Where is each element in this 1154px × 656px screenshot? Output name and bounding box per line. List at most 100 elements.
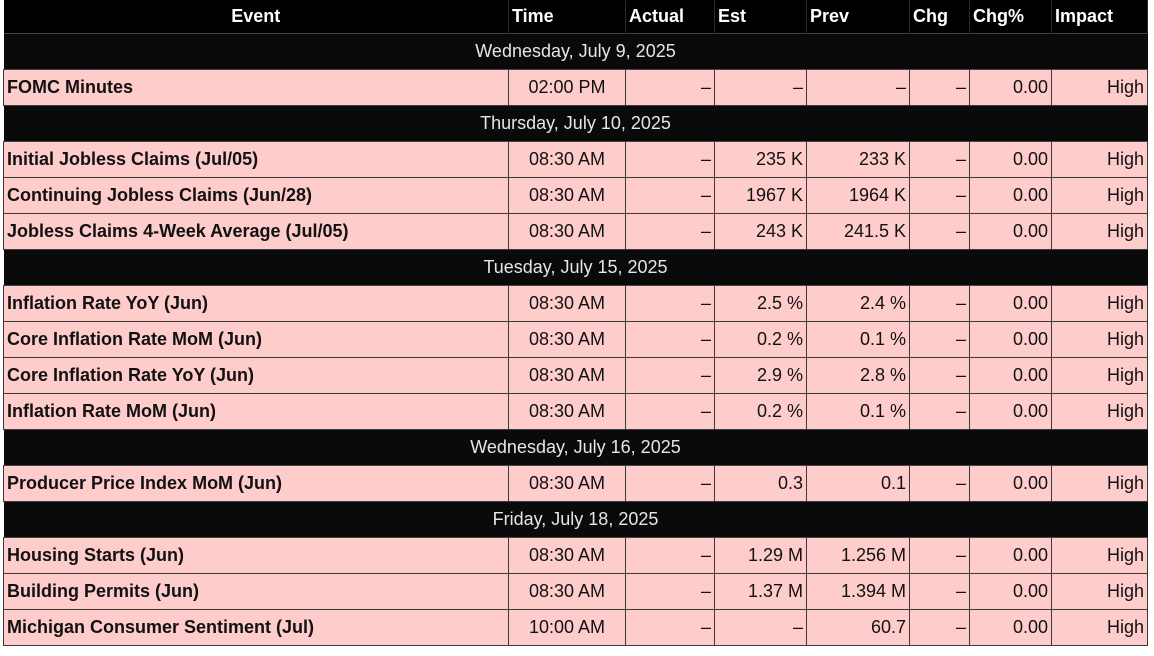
date-group-row: Wednesday, July 16, 2025 [3,429,1148,466]
event-name-cell[interactable]: Building Permits (Jun) [3,573,509,610]
est-cell: 2.5 % [714,285,807,322]
prev-cell: 0.1 % [806,393,910,430]
prev-cell: 233 K [806,141,910,178]
date-group-row: Tuesday, July 15, 2025 [3,249,1148,286]
chg-pct-cell: 0.00 [969,141,1052,178]
prev-cell: 1964 K [806,177,910,214]
event-name-cell[interactable]: Jobless Claims 4-Week Average (Jul/05) [3,213,509,250]
date-group-row: Thursday, July 10, 2025 [3,105,1148,142]
time-cell: 08:30 AM [508,177,626,214]
prev-cell: 2.4 % [806,285,910,322]
chg-cell: – [909,177,970,214]
impact-cell: High [1051,321,1148,358]
est-cell: 243 K [714,213,807,250]
event-name-cell[interactable]: FOMC Minutes [3,69,509,106]
time-cell: 08:30 AM [508,465,626,502]
table-row[interactable]: Housing Starts (Jun) 08:30 AM –1.29 M 1.256… [3,537,1148,574]
table-row[interactable]: FOMC Minutes 02:00 PM – – – –0.00 High [3,69,1148,106]
impact-cell: High [1051,537,1148,574]
prev-cell: 2.8 % [806,357,910,394]
event-name-cell[interactable]: Core Inflation Rate MoM (Jun) [3,321,509,358]
impact-cell: High [1051,213,1148,250]
actual-cell: – [625,357,715,394]
chg-pct-cell: 0.00 [969,321,1052,358]
header-row: Event Time Actual Est Prev Chg Chg% Impa… [3,0,1148,34]
table-row[interactable]: Core Inflation Rate YoY (Jun) 08:30 AM –2.… [3,357,1148,394]
chg-cell: – [909,537,970,574]
impact-cell: High [1051,69,1148,106]
actual-cell: – [625,321,715,358]
chg-pct-cell: 0.00 [969,465,1052,502]
impact-cell: High [1051,285,1148,322]
time-cell: 02:00 PM [508,69,626,106]
event-name-cell[interactable]: Producer Price Index MoM (Jun) [3,465,509,502]
event-name-cell[interactable]: Housing Starts (Jun) [3,537,509,574]
impact-cell: High [1051,141,1148,178]
table-row[interactable]: Initial Jobless Claims (Jul/05) 08:30 AM –… [3,141,1148,178]
table-row[interactable]: Inflation Rate MoM (Jun) 08:30 AM –0.2 % 0.… [3,393,1148,430]
chg-cell: – [909,69,970,106]
table-row[interactable]: Jobless Claims 4-Week Average (Jul/05) 08… [3,213,1148,250]
event-name-cell[interactable]: Inflation Rate YoY (Jun) [3,285,509,322]
event-name-cell[interactable]: Core Inflation Rate YoY (Jun) [3,357,509,394]
est-cell: 0.2 % [714,393,807,430]
event-name-cell[interactable]: Continuing Jobless Claims (Jun/28) [3,177,509,214]
actual-cell: – [625,213,715,250]
event-name-cell[interactable]: Initial Jobless Claims (Jul/05) [3,141,509,178]
column-header-impact[interactable]: Impact [1051,0,1148,34]
chg-cell: – [909,141,970,178]
column-header-chg[interactable]: Chg [909,0,970,34]
column-header-chg-pct[interactable]: Chg% [969,0,1052,34]
column-header-prev[interactable]: Prev [806,0,910,34]
date-group-row: Wednesday, July 9, 2025 [3,33,1148,70]
table-header: Event Time Actual Est Prev Chg Chg% Impa… [3,0,1148,34]
est-cell: 0.3 [714,465,807,502]
chg-pct-cell: 0.00 [969,393,1052,430]
table-row[interactable]: Continuing Jobless Claims (Jun/28) 08:30 … [3,177,1148,214]
impact-cell: High [1051,393,1148,430]
actual-cell: – [625,177,715,214]
column-header-actual[interactable]: Actual [625,0,715,34]
actual-cell: – [625,69,715,106]
actual-cell: – [625,609,715,646]
actual-cell: – [625,465,715,502]
column-header-time[interactable]: Time [508,0,626,34]
chg-cell: – [909,573,970,610]
chg-cell: – [909,465,970,502]
est-cell: 2.9 % [714,357,807,394]
actual-cell: – [625,537,715,574]
chg-pct-cell: 0.00 [969,213,1052,250]
est-cell: 1967 K [714,177,807,214]
prev-cell: 1.256 M [806,537,910,574]
date-group-label: Friday, July 18, 2025 [3,501,1148,538]
impact-cell: High [1051,177,1148,214]
economic-calendar: Event Time Actual Est Prev Chg Chg% Impa… [3,0,1148,646]
time-cell: 10:00 AM [508,609,626,646]
table-row[interactable]: Building Permits (Jun) 08:30 AM –1.37 M 1.3… [3,573,1148,610]
est-cell: – [714,609,807,646]
chg-pct-cell: 0.00 [969,285,1052,322]
chg-pct-cell: 0.00 [969,609,1052,646]
table-row[interactable]: Core Inflation Rate MoM (Jun) 08:30 AM –0.… [3,321,1148,358]
est-cell: 1.29 M [714,537,807,574]
event-name-cell[interactable]: Michigan Consumer Sentiment (Jul) [3,609,509,646]
column-header-event[interactable]: Event [3,0,509,34]
table-body: Wednesday, July 9, 2025 FOMC Minutes 02:00… [3,33,1148,646]
prev-cell: 1.394 M [806,573,910,610]
chg-pct-cell: 0.00 [969,177,1052,214]
table-row[interactable]: Producer Price Index MoM (Jun) 08:30 AM –0… [3,465,1148,502]
event-name-cell[interactable]: Inflation Rate MoM (Jun) [3,393,509,430]
actual-cell: – [625,573,715,610]
table-row[interactable]: Michigan Consumer Sentiment (Jul) 10:00 A… [3,609,1148,646]
est-cell: – [714,69,807,106]
prev-cell: 241.5 K [806,213,910,250]
impact-cell: High [1051,357,1148,394]
prev-cell: 60.7 [806,609,910,646]
time-cell: 08:30 AM [508,141,626,178]
time-cell: 08:30 AM [508,573,626,610]
chg-cell: – [909,393,970,430]
impact-cell: High [1051,609,1148,646]
table-row[interactable]: Inflation Rate YoY (Jun) 08:30 AM –2.5 % 2.… [3,285,1148,322]
time-cell: 08:30 AM [508,357,626,394]
column-header-est[interactable]: Est [714,0,807,34]
